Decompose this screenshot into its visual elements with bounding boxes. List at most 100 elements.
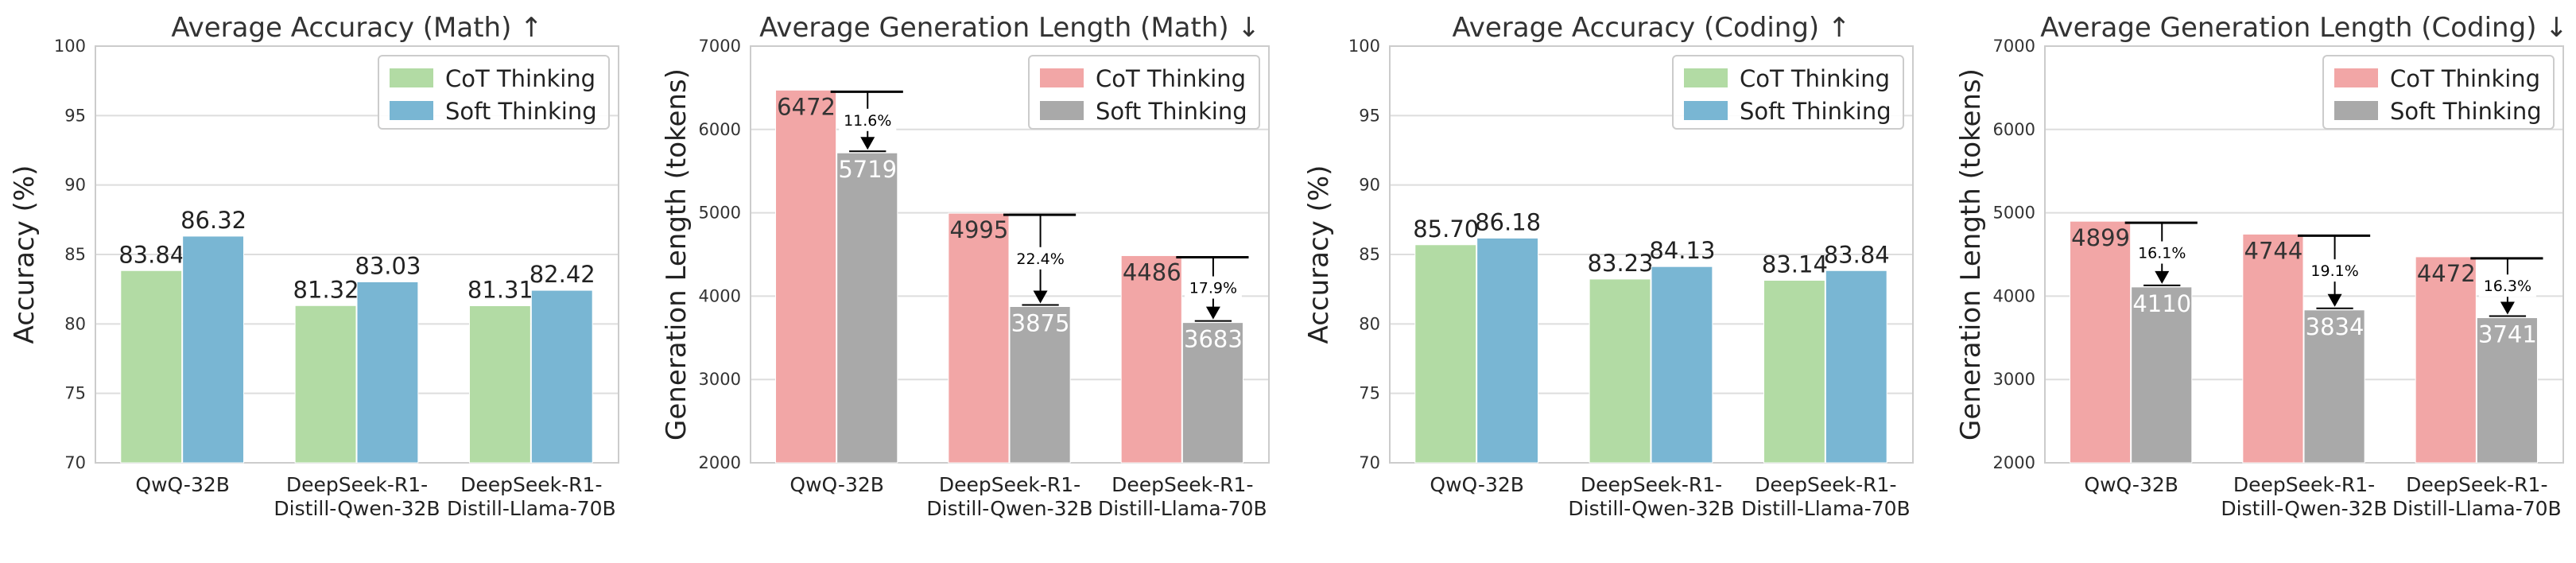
y-tick-label: 7000 (1993, 37, 2035, 56)
data-label: 86.32 (180, 207, 246, 234)
legend-label: CoT Thinking (2390, 65, 2540, 92)
bar-cot (775, 89, 837, 464)
bar-cot (1120, 254, 1182, 464)
data-label: 81.32 (293, 276, 359, 303)
y-tick-label: 95 (64, 106, 86, 125)
bar-soft (1825, 270, 1887, 464)
y-tick-label: 2000 (1993, 453, 2035, 472)
y-tick-label: 6000 (699, 120, 741, 139)
y-tick-label: 4000 (1993, 286, 2035, 305)
reduction-arrow-head (1205, 306, 1220, 320)
reduction-arrow-head (2327, 293, 2342, 307)
x-tick-label-line: DeepSeek-R1- (460, 473, 602, 496)
reduction-arrow-head (860, 137, 875, 150)
legend-swatch (390, 101, 433, 120)
bar-cot (2242, 233, 2304, 464)
y-tick-label: 80 (1359, 314, 1380, 333)
y-tick-label: 6000 (1993, 120, 2035, 139)
reduction-arrow-head (1033, 290, 1048, 304)
data-label: 83.03 (355, 252, 421, 279)
x-tick-label-line: Distill-Llama-70B (2392, 497, 2562, 520)
x-tick-label: QwQ-32B (789, 473, 883, 496)
data-label: 85.70 (1413, 215, 1479, 243)
reduction-label-bg (2306, 259, 2364, 282)
y-tick-label: 70 (1359, 453, 1380, 472)
chart-panel-4: Average Generation Length (Coding) ↓ 2000… (1955, 12, 2568, 520)
data-label: 83.14 (1762, 250, 1828, 278)
bar-soft (2303, 309, 2365, 464)
x-tick-label-line: Distill-Llama-70B (447, 497, 616, 520)
y-axis-label: Generation Length (tokens) (661, 68, 692, 441)
data-label: 4995 (950, 216, 1009, 243)
bar-soft (530, 289, 593, 464)
legend-label: CoT Thinking (1740, 65, 1890, 92)
legend-swatch (1684, 101, 1728, 120)
bar-cot (1414, 244, 1477, 464)
y-axis-label: Generation Length (tokens) (1955, 68, 1987, 441)
y-tick-label: 90 (64, 176, 86, 195)
data-label: 5719 (838, 156, 897, 183)
reduction-arrow-head (2500, 301, 2515, 315)
y-axis-label: Accuracy (%) (1303, 165, 1335, 344)
y-tick-label: 85 (64, 245, 86, 264)
y-tick-label: 100 (54, 37, 86, 56)
x-tick-label-line: Distill-Llama-70B (1098, 497, 1267, 520)
x-tick-label-line: DeepSeek-R1- (2406, 473, 2547, 496)
legend-swatch (1040, 68, 1084, 87)
x-tick-label: DeepSeek-R1-Distill-Qwen-32B (2221, 473, 2387, 520)
bar-soft (1009, 306, 1071, 464)
x-tick-label: DeepSeek-R1-Distill-Qwen-32B (274, 473, 440, 520)
reduction-label-bg (839, 108, 897, 131)
data-label: 4472 (2417, 260, 2476, 287)
x-tick-label-line: DeepSeek-R1- (1581, 473, 1722, 496)
bar-soft (2476, 317, 2538, 464)
bar-cot (2070, 220, 2132, 464)
legend-label: Soft Thinking (445, 98, 597, 125)
reduction-label-bg (2133, 241, 2191, 264)
legend-swatch (2334, 68, 2378, 87)
y-tick-label: 95 (1359, 106, 1380, 125)
data-label: 4899 (2071, 224, 2130, 251)
reduction-label-bg (2478, 274, 2536, 297)
bar-cot (2415, 256, 2477, 464)
bar-soft (1181, 322, 1243, 464)
reduction-label: 16.3% (2484, 278, 2531, 295)
legend-swatch (2334, 101, 2378, 120)
y-tick-label: 75 (64, 384, 86, 403)
chart-title: Average Generation Length (Coding) ↓ (2040, 12, 2568, 44)
x-tick-label: DeepSeek-R1-Distill-Qwen-32B (1568, 473, 1734, 520)
x-tick-label-line: Distill-Qwen-32B (926, 497, 1092, 520)
legend-label: Soft Thinking (2390, 98, 2542, 125)
y-tick-label: 2000 (699, 453, 741, 472)
y-tick-label: 7000 (699, 37, 741, 56)
y-tick-label: 4000 (699, 286, 741, 305)
chart-panel-1: Average Accuracy (Math) ↑ 70 75 80 85 90 95 100… (9, 12, 619, 520)
x-tick-label-line: QwQ-32B (135, 473, 229, 496)
legend-swatch (1040, 101, 1084, 120)
chart-title: Average Accuracy (Math) ↑ (171, 12, 542, 44)
x-tick-label-line: Distill-Qwen-32B (274, 497, 440, 520)
reduction-label: 22.4% (1016, 250, 1064, 268)
reduction-label: 11.6% (844, 112, 891, 130)
bar-soft (836, 152, 898, 464)
bar-soft (182, 235, 245, 464)
y-tick-label: 100 (1348, 37, 1380, 56)
bar-cot (1763, 279, 1825, 464)
bar-soft (1476, 237, 1539, 464)
chart-panel-3: Average Accuracy (Coding) ↑ 70 75 80 85 90 95 1… (1303, 12, 1914, 520)
x-tick-label-line: DeepSeek-R1- (1755, 473, 1896, 496)
x-tick-label-line: QwQ-32B (2084, 473, 2178, 496)
x-tick-label-line: Distill-Llama-70B (1741, 497, 1911, 520)
bar-cot (468, 305, 531, 464)
y-tick-label: 90 (1359, 176, 1380, 195)
y-tick-label: 75 (1359, 384, 1380, 403)
x-tick-label-line: DeepSeek-R1- (286, 473, 428, 496)
y-tick-label: 85 (1359, 245, 1380, 264)
x-tick-label: DeepSeek-R1-Distill-Llama-70B (2392, 473, 2562, 520)
data-label: 3834 (2306, 313, 2365, 340)
x-tick-label: DeepSeek-R1-Distill-Llama-70B (1098, 473, 1267, 520)
data-label: 3875 (1011, 310, 1070, 337)
bar-cot (294, 305, 357, 464)
x-tick-label: QwQ-32B (135, 473, 229, 496)
